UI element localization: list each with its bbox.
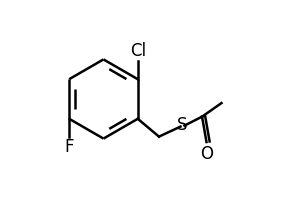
Text: F: F	[64, 138, 74, 156]
Text: O: O	[200, 145, 213, 163]
Text: Cl: Cl	[130, 42, 146, 60]
Text: S: S	[177, 116, 188, 134]
